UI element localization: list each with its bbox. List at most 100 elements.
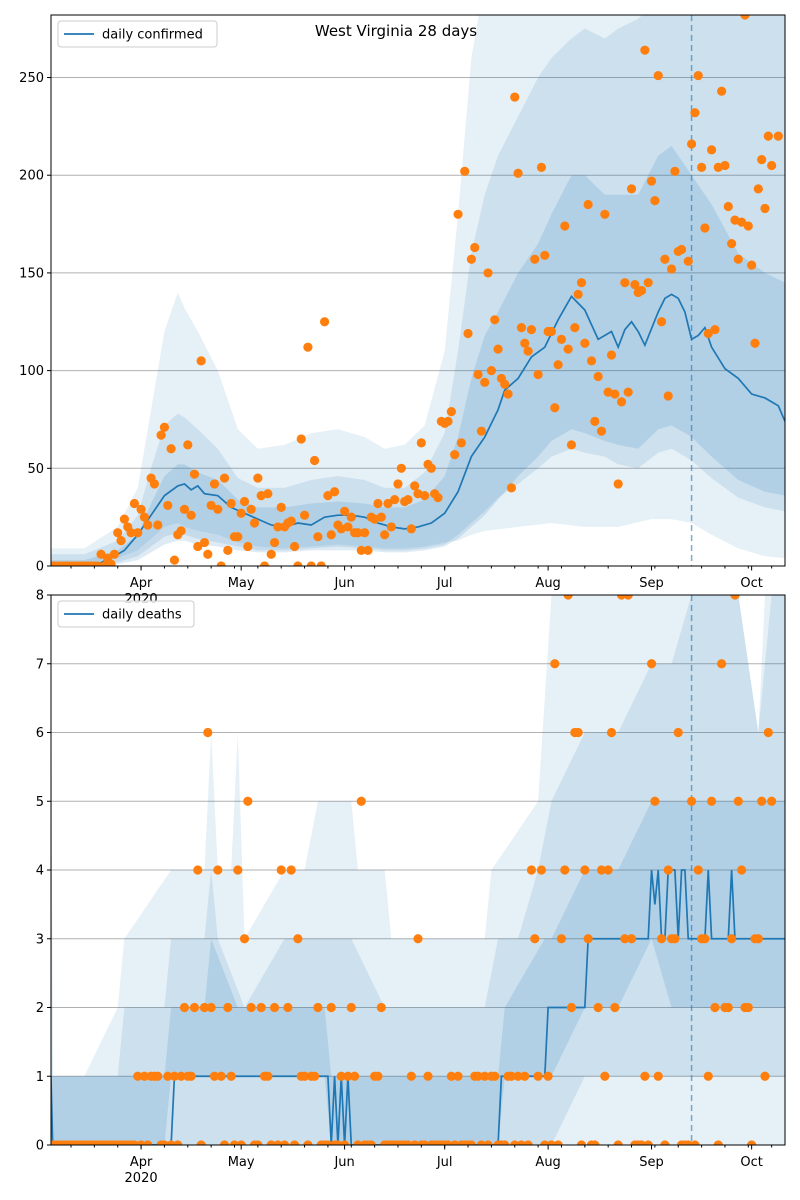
data-point	[583, 199, 593, 210]
data-point	[713, 1140, 723, 1145]
data-point	[396, 463, 406, 473]
data-point	[503, 389, 513, 399]
data-point	[690, 108, 700, 118]
data-point	[703, 328, 713, 339]
data-point	[573, 289, 583, 300]
data-point	[246, 504, 256, 514]
data-point	[450, 450, 460, 460]
data-point	[139, 512, 150, 522]
data-point	[566, 440, 577, 450]
data-point	[513, 1071, 523, 1081]
data-point	[113, 528, 123, 538]
data-point	[576, 278, 587, 288]
data-point	[186, 1071, 196, 1081]
data-point	[326, 530, 336, 540]
data-point	[693, 865, 703, 875]
data-point	[386, 522, 396, 532]
data-point	[703, 1071, 713, 1081]
data-point	[490, 315, 500, 325]
data-point	[473, 369, 483, 380]
data-point	[373, 1071, 383, 1081]
data-point	[623, 387, 633, 397]
data-point	[610, 389, 620, 399]
data-point	[767, 796, 777, 806]
data-point	[253, 1140, 263, 1145]
data-point	[767, 160, 777, 171]
data-point	[289, 541, 300, 552]
data-point	[733, 796, 743, 806]
data-point	[153, 1071, 163, 1081]
x-tick-label: Jul	[436, 576, 453, 591]
data-point	[613, 479, 623, 489]
data-point	[753, 184, 763, 194]
data-point	[666, 264, 677, 274]
data-point	[556, 334, 567, 344]
data-point	[730, 595, 740, 600]
data-point	[526, 324, 537, 335]
band-inner	[51, 145, 785, 566]
data-point	[203, 727, 213, 738]
data-point	[700, 223, 710, 233]
data-point	[340, 506, 350, 516]
legend-box	[57, 20, 218, 48]
y-tick-label: 200	[19, 169, 44, 184]
data-point	[193, 865, 203, 875]
data-point	[289, 1140, 300, 1145]
data-point	[757, 796, 767, 806]
data-point	[139, 1071, 150, 1081]
mean-line	[51, 869, 785, 1145]
data-point	[690, 1140, 700, 1145]
y-tick-label: 50	[27, 462, 44, 477]
x-tick-label: Apr	[130, 1155, 153, 1170]
data-point	[460, 166, 470, 176]
data-point	[650, 796, 660, 806]
data-point	[366, 1140, 376, 1145]
data-point	[620, 934, 630, 944]
data-point	[206, 1002, 216, 1013]
data-point	[413, 934, 423, 944]
x-tick-label: Oct	[740, 1155, 762, 1170]
y-tick-label: 100	[19, 364, 44, 379]
data-point	[600, 209, 610, 219]
data-point	[446, 1071, 456, 1081]
data-point	[420, 491, 430, 501]
data-point	[343, 522, 353, 532]
legend: daily deaths	[57, 600, 195, 628]
data-point	[353, 528, 363, 538]
data-point	[309, 1071, 320, 1081]
mean-line	[51, 293, 785, 566]
observed-points	[51, 595, 777, 1145]
x-tick-label: Jul	[436, 1155, 453, 1170]
data-point	[717, 659, 727, 669]
data-point	[133, 1071, 143, 1081]
data-point	[189, 469, 200, 479]
data-point	[660, 254, 670, 264]
x-tick-label: Aug	[535, 576, 560, 591]
data-point	[163, 1071, 173, 1081]
data-point	[520, 338, 530, 348]
data-point	[169, 1071, 180, 1081]
data-point	[433, 493, 443, 503]
data-point	[393, 479, 403, 489]
data-point	[663, 865, 673, 875]
x-tick-label: May	[228, 576, 255, 591]
data-point	[390, 494, 400, 505]
data-point	[179, 1002, 190, 1013]
data-point	[143, 1140, 153, 1145]
data-point	[533, 369, 543, 380]
data-point	[219, 473, 230, 483]
data-point	[553, 1140, 563, 1145]
data-point	[653, 1071, 663, 1081]
data-point	[723, 201, 733, 212]
data-point	[223, 1002, 233, 1013]
data-point	[403, 494, 413, 505]
data-point	[513, 168, 523, 178]
data-point	[216, 561, 226, 566]
data-point	[406, 524, 416, 534]
data-point	[643, 1140, 653, 1145]
data-point	[196, 356, 206, 366]
data-point	[356, 545, 366, 555]
data-point	[376, 1002, 386, 1013]
data-point	[126, 528, 136, 538]
data-point	[249, 518, 260, 528]
